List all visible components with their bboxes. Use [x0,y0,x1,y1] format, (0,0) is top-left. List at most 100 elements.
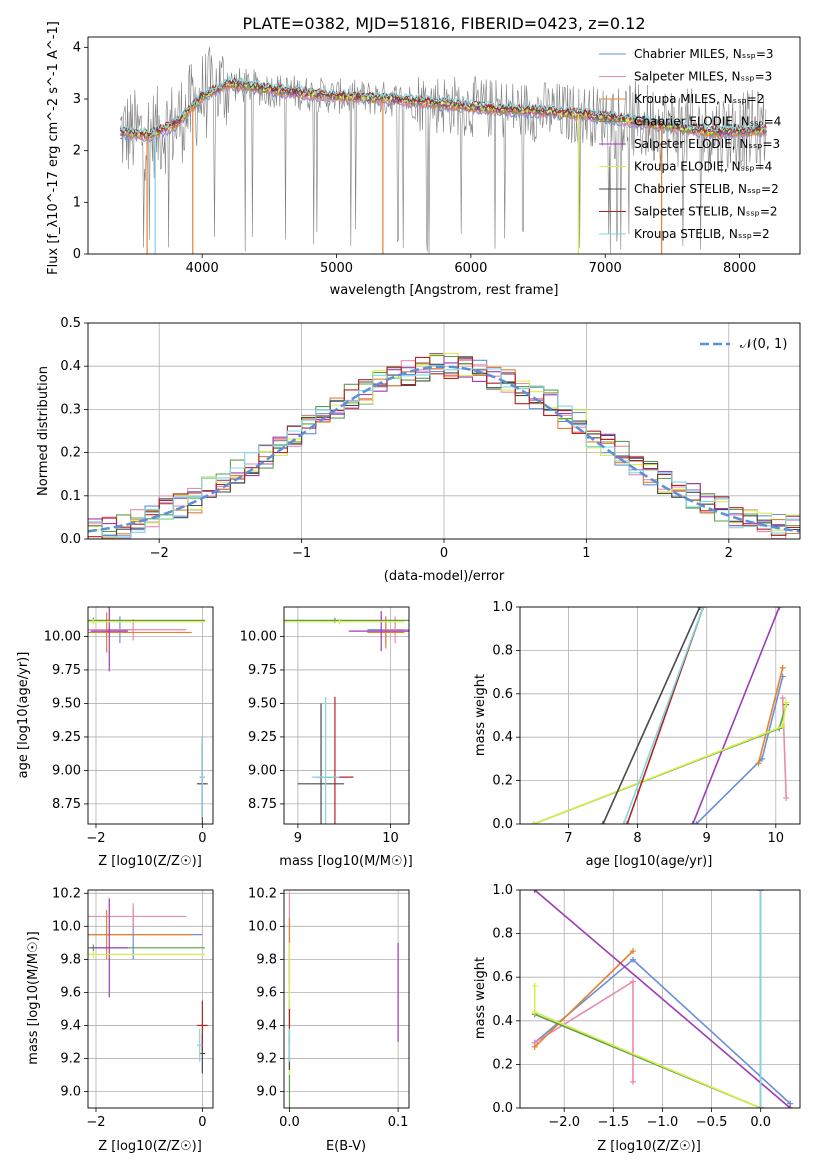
weight-line [757,667,784,764]
y-tick-label: 0.1 [60,489,81,504]
spectrum-lines [119,47,767,254]
weight-marker [624,821,631,824]
y-tick-label: 0.3 [60,402,81,417]
y-tick-label: 9.6 [256,985,277,1000]
zw-lines [531,890,794,1108]
legend-label: Chabrier ELODIE, Nₛₛₚ=4 [634,115,781,129]
zage-axes: −2 0 8.75 9.00 9.25 9.50 9.75 10.00 [44,607,213,846]
weight-marker [776,607,783,610]
hist-step [88,353,800,539]
weight-line [602,607,701,824]
model-spectrum-line [120,78,767,138]
agew-xlabel: age [log10(age/yr)] [586,854,713,869]
y-tick-label: 9.8 [60,952,81,967]
zmass-xlabel: Z [log10(Z/Z☉)] [98,1139,202,1154]
weight-marker [700,607,707,610]
y-tick-label: 0.4 [492,730,513,745]
agew-lines [530,607,790,824]
y-tick-label: 9.75 [248,663,277,678]
weight-marker [531,890,538,893]
y-tick-label: 10.2 [52,886,81,901]
y-tick-label: 9.50 [248,696,277,711]
y-tick-label: 4 [73,40,81,55]
weight-marker [629,948,636,955]
zage-ylabel: age [log10(age/yr)] [16,652,31,779]
weight-marker [599,821,606,824]
y-tick-label: 9.25 [248,730,277,745]
y-tick-label: 10.0 [52,919,81,934]
zw-xlabel: Z [log10(Z/Z☉)] [597,1139,701,1154]
zw-ylabel: mass weight [473,957,488,1039]
y-tick-label: 0.4 [60,359,81,374]
observed-spectrum [119,47,767,254]
y-tick-label: 10.00 [240,629,277,644]
x-tick-label: 5000 [320,261,353,276]
normal-curve [88,365,800,533]
y-tick-label: 9.00 [52,763,81,778]
x-tick-label: −2.0 [548,1115,580,1130]
y-tick-label: 8.75 [248,797,277,812]
legend-label: Kroupa ELODIE, Nₛₛₚ=4 [634,160,772,174]
x-tick-label: −1.0 [647,1115,679,1130]
weight-marker [620,821,627,824]
weight-marker [787,1105,794,1108]
y-tick-label: 9.00 [248,763,277,778]
y-tick-label: 9.0 [60,1084,81,1099]
weight-marker [531,1009,538,1016]
zage-xlabel: Z [log10(Z/Z☉)] [98,854,202,869]
model-spectrum-line [119,74,767,134]
weight-line [534,950,634,1048]
x-tick-label: 0 [198,1115,206,1130]
zmass-frame [87,889,214,1109]
hist-frame [87,322,801,540]
y-tick-label: 9.8 [256,952,277,967]
x-tick-label: 0 [440,546,448,561]
weight-marker [531,1043,538,1050]
hist-xlabel: (data-model)/error [384,569,505,584]
y-tick-label: 0 [73,247,81,262]
agew-frame [519,606,801,825]
y-tick-label: 1 [73,195,81,210]
x-tick-label: 10 [382,831,399,846]
y-tick-label: 0.8 [492,643,513,658]
y-tick-label: 9.75 [52,663,81,678]
x-tick-label: −1 [292,546,311,561]
y-tick-label: 9.2 [60,1051,81,1066]
legend-label: Kroupa STELIB, Nₛₛₚ=2 [634,227,770,241]
x-tick-label: 7 [564,831,572,846]
weight-marker [629,1078,636,1085]
weight-marker [757,1105,764,1108]
y-tick-label: 9.50 [52,696,81,711]
weight-marker [629,978,636,985]
spectrum-title: PLATE=0382, MJD=51816, FIBERID=0423, z=0… [242,14,645,33]
weight-marker [783,699,790,706]
x-tick-label: 0.1 [388,1115,409,1130]
hist-step [88,364,800,539]
spectrum-xlabel: wavelength [Angstrom, rest frame] [330,283,559,298]
ebv-points [288,893,399,1108]
y-tick-label: 8.75 [52,797,81,812]
x-tick-label: −0.5 [696,1115,728,1130]
x-tick-label: 1 [582,546,590,561]
y-tick-label: 9.4 [256,1018,277,1033]
weight-marker [783,794,790,801]
zage-frame [87,606,214,825]
y-tick-label: 0.6 [492,970,513,985]
hist-ylabel: Normed distribution [36,366,51,496]
y-tick-label: 9.2 [256,1051,277,1066]
weight-marker [779,723,786,730]
hist-step [88,353,800,539]
x-tick-label: 9 [703,831,711,846]
spectrum-axes: 4000 5000 6000 7000 8000 0 1 2 3 4 [73,40,756,276]
weight-marker [696,607,703,610]
x-tick-label: 7000 [589,261,622,276]
x-tick-label: −2 [86,831,105,846]
y-tick-label: 0.4 [492,1014,513,1029]
agew-ylabel: mass weight [473,674,488,756]
weight-marker [629,956,636,963]
weight-marker [689,821,696,824]
weight-marker [779,664,786,671]
y-tick-label: 10.00 [44,629,81,644]
massage-axes: 9 10 8.75 9.00 9.25 9.50 9.75 10.00 [240,607,409,846]
weight-line [692,607,781,824]
